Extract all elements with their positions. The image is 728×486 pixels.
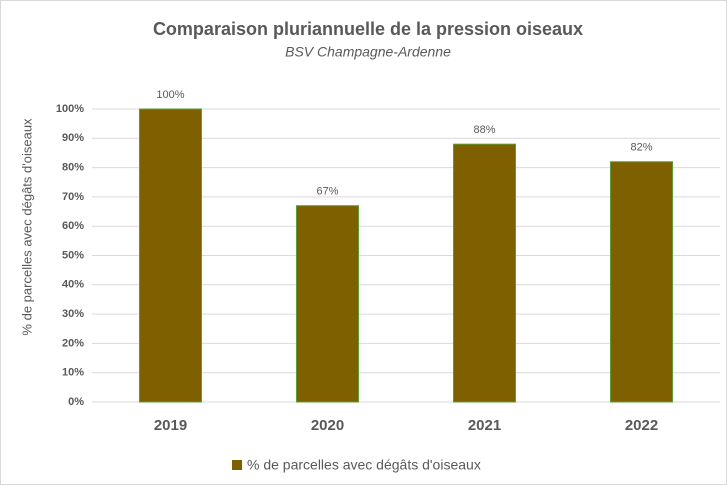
chart-title: Comparaison pluriannuelle de la pression…	[153, 19, 583, 39]
x-tick-label: 2021	[468, 417, 501, 434]
y-tick-label: 80%	[62, 162, 84, 174]
data-label: 67%	[316, 186, 338, 198]
bar	[139, 108, 202, 403]
y-tick-label: 10%	[62, 367, 84, 379]
y-tick-label: 90%	[62, 132, 84, 144]
chart-subtitle: BSV Champagne-Ardenne	[285, 44, 451, 60]
y-tick-label: 100%	[56, 103, 84, 115]
y-tick-label: 20%	[62, 337, 84, 349]
y-tick-label: 60%	[62, 220, 84, 232]
data-label: 88%	[473, 124, 495, 136]
data-label: 100%	[156, 89, 184, 101]
y-tick-label: 0%	[68, 396, 84, 408]
x-tick-label: 2019	[154, 417, 187, 434]
bar	[610, 161, 673, 403]
y-tick-label: 70%	[62, 191, 84, 203]
x-tick-label: 2020	[311, 417, 344, 434]
y-tick-label: 50%	[62, 249, 84, 261]
legend-label: % de parcelles avec dégâts d'oiseaux	[247, 457, 481, 473]
y-axis-label: % de parcelles avec dégâts d'oiseaux	[19, 118, 34, 336]
bar	[453, 143, 516, 403]
legend-swatch	[232, 460, 242, 470]
y-tick-label: 40%	[62, 279, 84, 291]
x-tick-label: 2022	[625, 417, 658, 434]
bar	[296, 205, 359, 403]
data-label: 82%	[630, 142, 652, 154]
y-tick-label: 30%	[62, 308, 84, 320]
